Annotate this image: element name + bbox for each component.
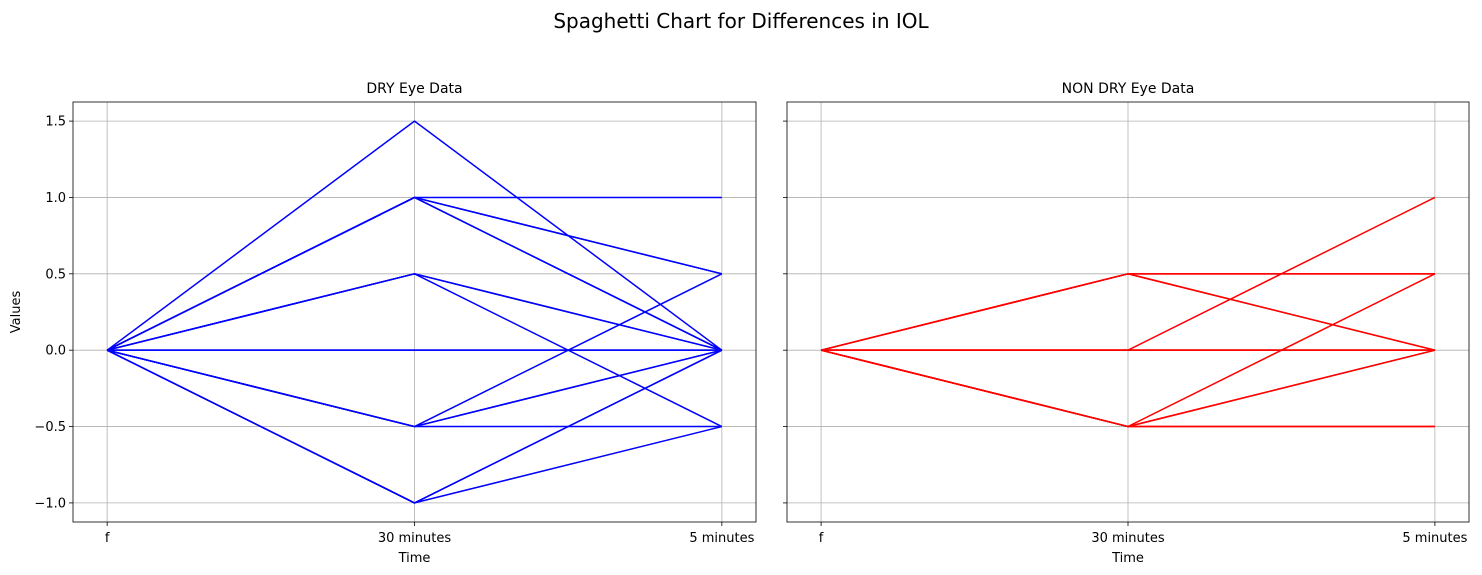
- non-dry-eye-title: NON DRY Eye Data: [1062, 81, 1195, 97]
- dry-eye-ytick-label: 0.5: [45, 267, 66, 282]
- dry-eye-ylabel: Values: [9, 291, 24, 334]
- dry-eye-series-line-5: [106, 196, 723, 351]
- dry-eye-xtick-label: 5 minutes: [689, 531, 754, 546]
- dry-eye-xlabel: Time: [398, 551, 431, 566]
- dry-eye-ytick-label: 1.5: [45, 115, 66, 130]
- non-dry-eye-grid: [787, 102, 1469, 522]
- dry-eye-xtick-label: f: [105, 531, 110, 546]
- dry-eye-ytick-label: −1.0: [34, 496, 66, 511]
- dry-eye-series-line-17: [106, 349, 723, 504]
- non-dry-eye-series-line-12: [820, 349, 1435, 428]
- non-dry-eye-xlabel: Time: [1111, 551, 1144, 566]
- dry-eye-ytick-label: 0.0: [45, 344, 66, 359]
- dry-eye-ytick-label: 1.0: [45, 191, 66, 206]
- dry-eye-series-group: [106, 120, 723, 504]
- dry-eye-series-line-0: [106, 120, 723, 351]
- non-dry-eye-xtick-label: 5 minutes: [1402, 531, 1467, 546]
- non-dry-eye-xtick-label: f: [819, 531, 824, 546]
- figure-title: Spaghetti Chart for Differences in IOL: [553, 9, 929, 33]
- non-dry-eye-series-group: [820, 196, 1436, 428]
- dry-eye-title: DRY Eye Data: [366, 81, 462, 97]
- dry-eye-ytick-label: −0.5: [34, 420, 66, 435]
- dry-eye-grid: [73, 102, 756, 522]
- dry-eye-series-line-14: [106, 349, 722, 428]
- non-dry-eye-panel: NON DRY Eye Data Time f 30 minutes 5 minut…: [783, 81, 1470, 566]
- non-dry-eye-xtick-label: 30 minutes: [1091, 531, 1165, 546]
- dry-eye-xtick-label: 30 minutes: [378, 531, 452, 546]
- dry-eye-panel: DRY Eye Data Time Values f 30 minutes 5 mi…: [9, 81, 757, 566]
